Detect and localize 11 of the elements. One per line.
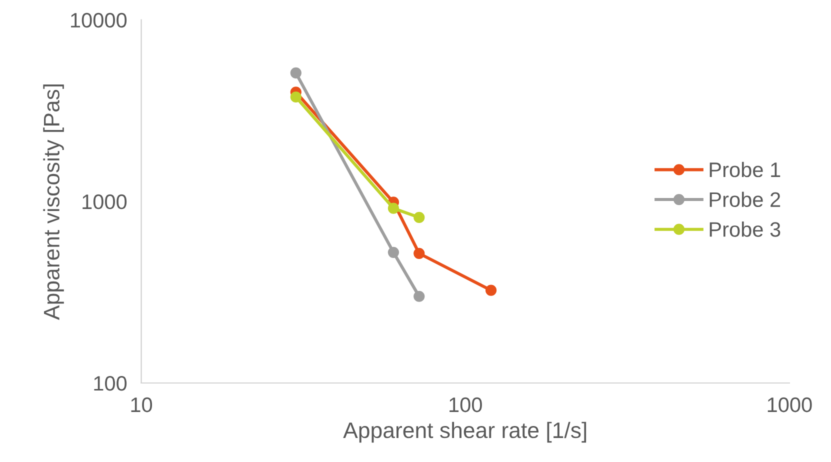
y-tick-label: 100 [94, 376, 127, 391]
y-axis-title: Apparent viscosity [Pas] [43, 84, 64, 320]
legend-label: Probe 1 [710, 162, 780, 178]
legend-label: Probe 3 [710, 222, 780, 237]
x-axis-title: Apparent shear rate [1/s] [343, 422, 586, 443]
legend-label: Probe 2 [710, 192, 780, 208]
y-tick-label: 10000 [71, 12, 127, 28]
x-tick-label: 100 [450, 397, 482, 412]
y-tick-label: 1000 [82, 194, 127, 210]
x-tick-label: 10 [131, 397, 152, 412]
x-tick-label: 1000 [768, 397, 812, 412]
